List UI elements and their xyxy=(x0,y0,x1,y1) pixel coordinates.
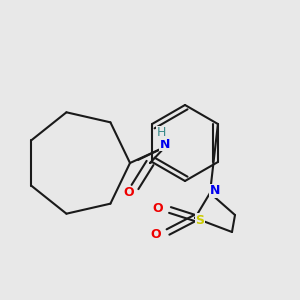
Text: O: O xyxy=(153,202,163,214)
Text: S: S xyxy=(196,214,205,226)
Text: O: O xyxy=(151,227,161,241)
Text: N: N xyxy=(210,184,220,197)
Text: O: O xyxy=(124,187,134,200)
Text: H: H xyxy=(156,127,166,140)
Text: N: N xyxy=(160,137,170,151)
